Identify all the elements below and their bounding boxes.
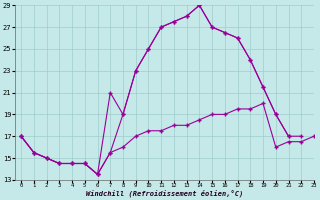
X-axis label: Windchill (Refroidissement éolien,°C): Windchill (Refroidissement éolien,°C) [86,190,243,197]
